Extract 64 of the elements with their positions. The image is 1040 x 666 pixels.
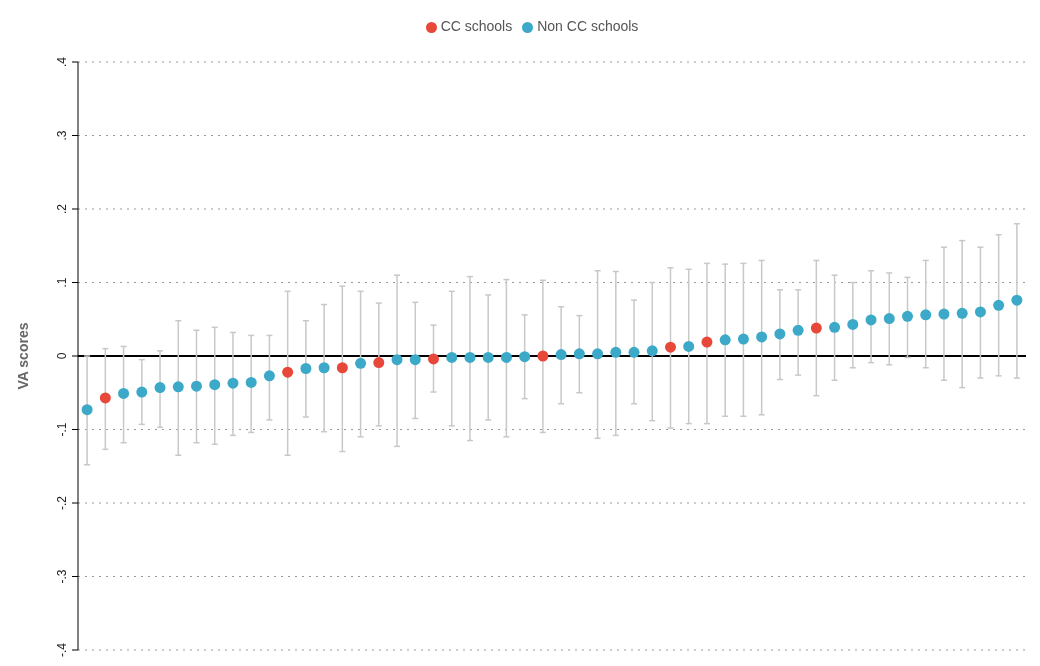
y-tick-label: 0 <box>55 352 69 360</box>
point <box>646 345 658 357</box>
point <box>482 351 494 363</box>
legend-label: Non CC schools <box>537 18 639 34</box>
y-tick-label: -.3 <box>55 569 69 584</box>
point <box>446 351 458 363</box>
point <box>391 354 403 366</box>
point <box>573 348 585 360</box>
point <box>118 387 130 399</box>
point <box>519 351 531 363</box>
point <box>719 334 731 346</box>
y-tick-label: .2 <box>55 203 69 215</box>
point <box>938 308 950 320</box>
y-tick-label: .1 <box>55 277 69 288</box>
point <box>810 322 822 334</box>
point <box>865 314 877 326</box>
point <box>428 353 439 365</box>
point <box>191 380 202 392</box>
point <box>610 346 622 358</box>
point <box>99 392 111 404</box>
point <box>227 377 239 389</box>
point <box>756 331 768 343</box>
point <box>774 328 786 340</box>
point <box>829 321 841 333</box>
point <box>154 382 166 394</box>
point <box>902 310 913 322</box>
point <box>592 348 604 360</box>
point <box>464 351 476 363</box>
point <box>956 307 968 319</box>
point <box>665 341 676 353</box>
point <box>500 351 512 363</box>
point <box>792 324 804 336</box>
y-tick-label: -.1 <box>55 422 69 437</box>
y-tick-label: -.4 <box>55 642 69 658</box>
legend-label: CC schools <box>440 18 513 34</box>
point <box>683 340 695 352</box>
point <box>555 349 567 361</box>
point <box>883 313 895 325</box>
point <box>409 354 421 366</box>
point <box>172 381 184 393</box>
point <box>136 386 148 398</box>
point <box>537 350 549 362</box>
point <box>81 404 93 416</box>
point <box>209 379 221 391</box>
y-tick-label: .3 <box>55 130 69 141</box>
y-tick-label: .4 <box>55 56 69 68</box>
point <box>355 357 367 369</box>
point <box>737 333 749 345</box>
point <box>847 318 859 330</box>
point <box>993 299 1005 311</box>
y-axis-title: VA scores <box>14 322 31 390</box>
point <box>1011 294 1023 306</box>
point <box>300 363 312 374</box>
point <box>373 357 385 369</box>
point <box>282 366 294 378</box>
point <box>628 346 640 358</box>
point <box>336 362 348 374</box>
y-tick-label: -.2 <box>55 495 69 511</box>
point <box>920 309 932 321</box>
point <box>263 370 275 382</box>
point <box>245 376 257 388</box>
point <box>701 336 713 348</box>
point <box>318 362 330 374</box>
point <box>974 306 986 318</box>
